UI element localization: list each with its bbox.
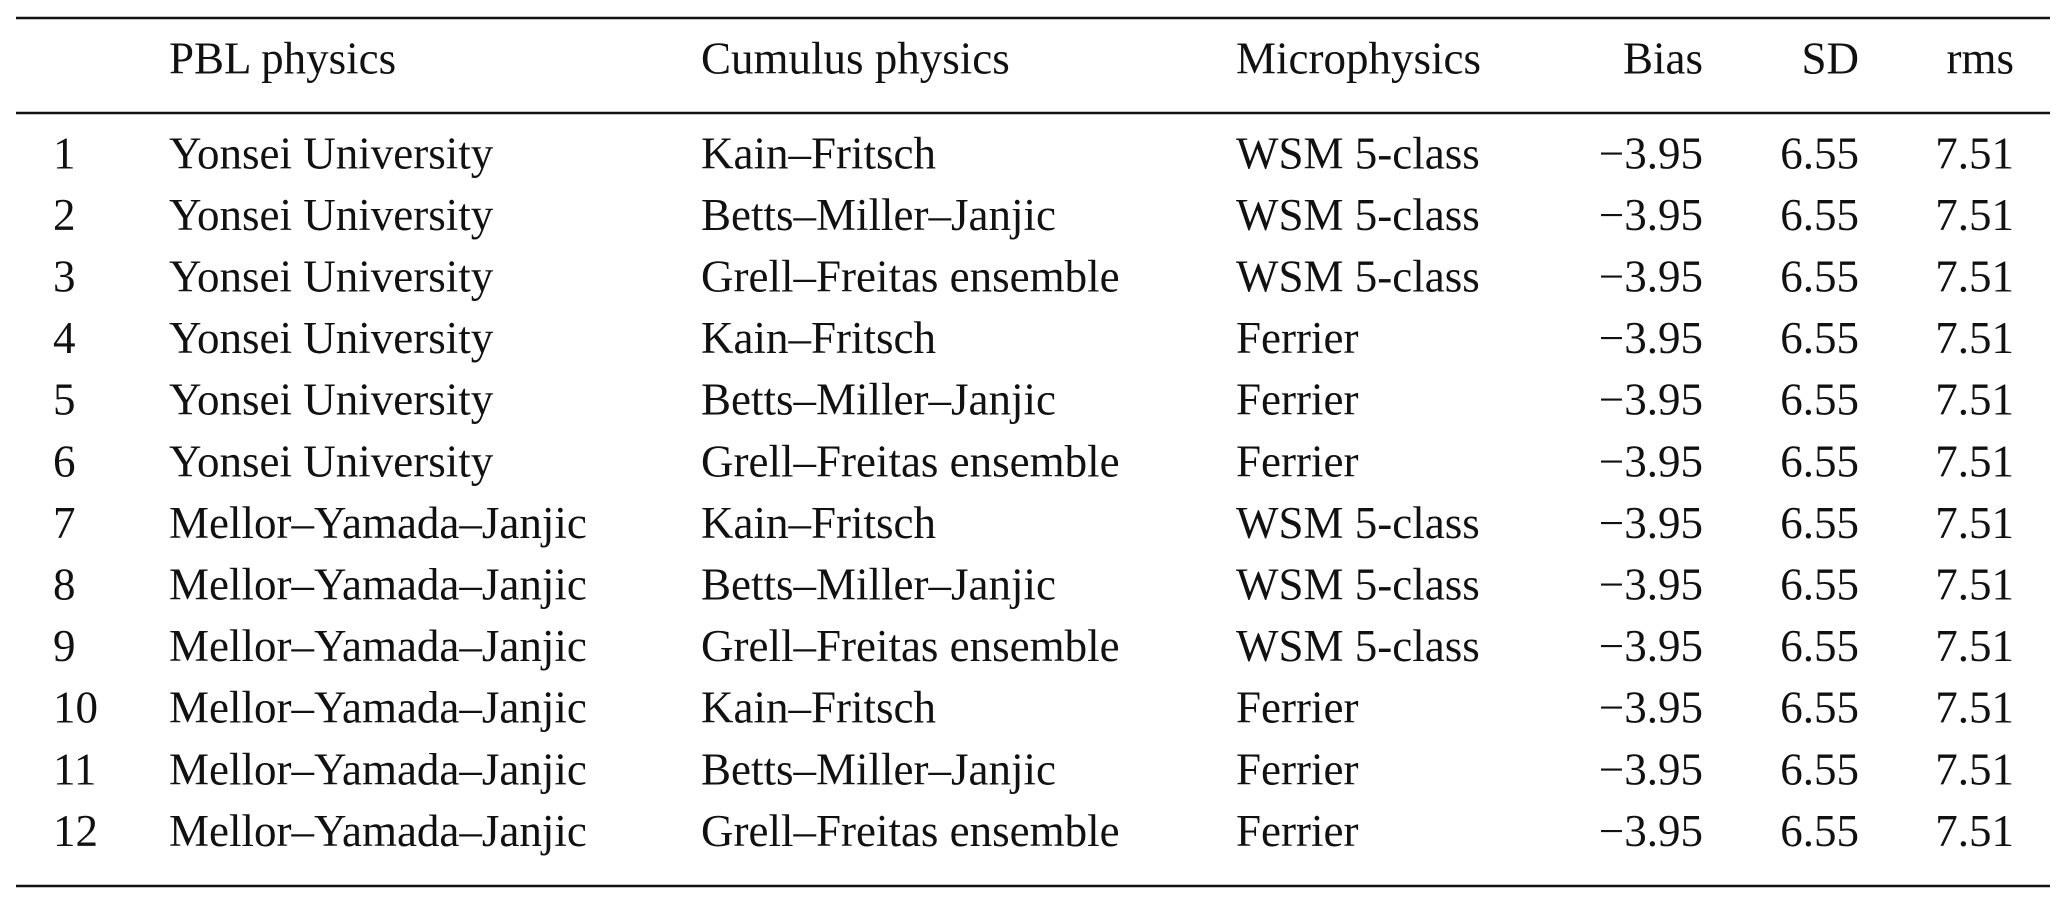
cell: −3.95 (1599, 806, 1703, 856)
cell: 6.55 (1780, 313, 1859, 363)
cell: 7.51 (1935, 744, 2014, 794)
cell: Mellor–Yamada–Janjic (169, 560, 587, 610)
cell: 8 (53, 560, 76, 610)
cell: WSM 5-class (1236, 252, 1480, 302)
cell: −3.95 (1599, 375, 1703, 425)
cell: 10 (53, 683, 98, 733)
cell: Grell–Freitas ensemble (701, 436, 1120, 486)
cell: Ferrier (1236, 806, 1358, 856)
cell: 7 (53, 498, 76, 548)
cell: 6.55 (1780, 683, 1859, 733)
cell: Yonsei University (169, 375, 494, 425)
cell: Ferrier (1236, 436, 1358, 486)
cell: 7.51 (1935, 683, 2014, 733)
cell: WSM 5-class (1236, 560, 1480, 610)
cell: 6.55 (1780, 190, 1859, 240)
cell: −3.95 (1599, 252, 1703, 302)
cell: Betts–Miller–Janjic (701, 190, 1056, 240)
cell: Grell–Freitas ensemble (701, 252, 1120, 302)
header-cell: SD (1801, 33, 1859, 83)
header-cell: PBL physics (169, 33, 396, 83)
cell: −3.95 (1599, 498, 1703, 548)
cell: Kain–Fritsch (701, 683, 936, 733)
cell: 7.51 (1935, 375, 2014, 425)
cell: Yonsei University (169, 128, 494, 178)
cell: 7.51 (1935, 621, 2014, 671)
cell: 12 (53, 806, 98, 856)
cell: 3 (53, 252, 76, 302)
cell: 7.51 (1935, 128, 2014, 178)
cell: 7.51 (1935, 560, 2014, 610)
cell: Yonsei University (169, 436, 494, 486)
cell: −3.95 (1599, 560, 1703, 610)
cell: 6.55 (1780, 744, 1859, 794)
cell: Ferrier (1236, 375, 1358, 425)
header-cell: Microphysics (1236, 33, 1481, 83)
cell: −3.95 (1599, 744, 1703, 794)
cell: −3.95 (1599, 621, 1703, 671)
header-cell: rms (1947, 33, 2015, 83)
cell: Kain–Fritsch (701, 498, 936, 548)
cell: Yonsei University (169, 252, 494, 302)
cell: WSM 5-class (1236, 621, 1480, 671)
cell: 6.55 (1780, 498, 1859, 548)
cell: 6.55 (1780, 621, 1859, 671)
cell: Mellor–Yamada–Janjic (169, 744, 587, 794)
cell: 7.51 (1935, 498, 2014, 548)
cell: 7.51 (1935, 252, 2014, 302)
cell: 4 (53, 313, 76, 363)
cell: Yonsei University (169, 313, 494, 363)
cell: Ferrier (1236, 683, 1358, 733)
header-cell: Cumulus physics (701, 33, 1010, 83)
cell: 6.55 (1780, 128, 1859, 178)
cell: WSM 5-class (1236, 190, 1480, 240)
cell: 7.51 (1935, 436, 2014, 486)
cell: WSM 5-class (1236, 128, 1480, 178)
cell: −3.95 (1599, 190, 1703, 240)
cell: 7.51 (1935, 190, 2014, 240)
cell: Grell–Freitas ensemble (701, 806, 1120, 856)
cell: −3.95 (1599, 683, 1703, 733)
cell: 7.51 (1935, 313, 2014, 363)
cell: 6.55 (1780, 560, 1859, 610)
cell: Betts–Miller–Janjic (701, 375, 1056, 425)
cell: 5 (53, 375, 76, 425)
cell: WSM 5-class (1236, 498, 1480, 548)
cell: Kain–Fritsch (701, 313, 936, 363)
cell: 9 (53, 621, 76, 671)
cell: 6.55 (1780, 375, 1859, 425)
cell: Mellor–Yamada–Janjic (169, 498, 587, 548)
cell: Ferrier (1236, 313, 1358, 363)
cell: Kain–Fritsch (701, 128, 936, 178)
cell: 2 (53, 190, 76, 240)
cell: Mellor–Yamada–Janjic (169, 683, 587, 733)
cell: Grell–Freitas ensemble (701, 621, 1120, 671)
cell: Betts–Miller–Janjic (701, 560, 1056, 610)
cell: −3.95 (1599, 313, 1703, 363)
cell: 11 (53, 744, 96, 794)
cell: Ferrier (1236, 744, 1358, 794)
header-cell: Bias (1623, 33, 1703, 83)
cell: −3.95 (1599, 436, 1703, 486)
cell: Yonsei University (169, 190, 494, 240)
cell: Mellor–Yamada–Janjic (169, 621, 587, 671)
cell: 6.55 (1780, 436, 1859, 486)
cell: Betts–Miller–Janjic (701, 744, 1056, 794)
cell: 6 (53, 436, 76, 486)
cell: 1 (53, 128, 76, 178)
cell: −3.95 (1599, 128, 1703, 178)
cell: 6.55 (1780, 252, 1859, 302)
cell: Mellor–Yamada–Janjic (169, 806, 587, 856)
cell: 6.55 (1780, 806, 1859, 856)
cell: 7.51 (1935, 806, 2014, 856)
